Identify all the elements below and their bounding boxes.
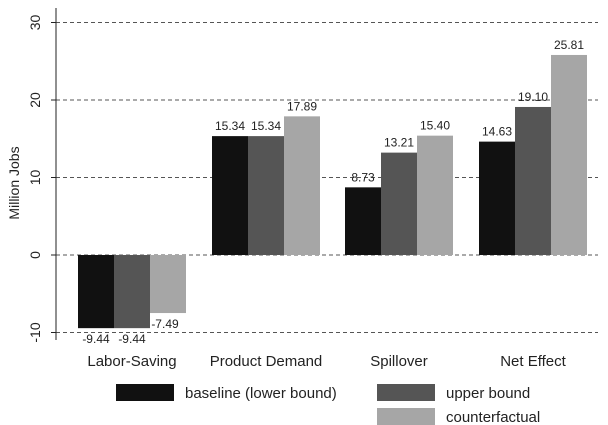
bar bbox=[212, 136, 248, 255]
data-label: 15.40 bbox=[420, 119, 450, 133]
bar bbox=[78, 255, 114, 329]
y-tick-label: 0 bbox=[27, 251, 43, 259]
category-label: Product Demand bbox=[210, 353, 323, 370]
category-label: Labor-Saving bbox=[87, 353, 176, 370]
data-labels: -9.44 -9.44 -7.49 15.34 15.34 17.89 8.73 13.21 1… bbox=[82, 38, 584, 346]
data-label: 17.89 bbox=[287, 99, 317, 113]
data-label: -9.44 bbox=[82, 332, 110, 346]
category-label: Net Effect bbox=[500, 353, 566, 370]
data-label: 19.10 bbox=[518, 90, 548, 104]
bar bbox=[381, 152, 417, 255]
bar bbox=[479, 141, 515, 255]
legend-label: baseline (lower bound) bbox=[185, 385, 337, 402]
data-label: -9.44 bbox=[118, 332, 146, 346]
bar bbox=[150, 255, 186, 314]
bars bbox=[78, 54, 587, 329]
data-label: 8.73 bbox=[351, 170, 375, 184]
bar bbox=[515, 106, 551, 255]
legend-label: counterfactual bbox=[446, 409, 540, 425]
category-labels: Labor-Saving Product Demand Spillover Net E… bbox=[87, 353, 566, 370]
legend-label: upper bound bbox=[446, 385, 530, 402]
bar bbox=[248, 136, 284, 255]
bar bbox=[551, 54, 587, 255]
y-tick-label: 10 bbox=[27, 170, 43, 186]
data-label: 25.81 bbox=[554, 38, 584, 52]
data-label: 13.21 bbox=[384, 136, 414, 150]
legend-swatch bbox=[116, 384, 174, 401]
data-label: 14.63 bbox=[482, 125, 512, 139]
y-tick-label: 30 bbox=[27, 15, 43, 31]
legend: baseline (lower bound) upper bound counter… bbox=[116, 384, 540, 425]
category-label: Spillover bbox=[370, 353, 428, 370]
legend-swatch bbox=[377, 408, 435, 425]
bar bbox=[284, 116, 320, 255]
bar bbox=[114, 255, 150, 329]
bar bbox=[417, 135, 453, 255]
data-label: 15.34 bbox=[215, 119, 245, 133]
data-label: -7.49 bbox=[151, 317, 179, 331]
y-axis: -10 0 10 20 30 bbox=[27, 8, 57, 343]
bar bbox=[345, 187, 381, 255]
data-label: 15.34 bbox=[251, 119, 281, 133]
y-axis-title: Million Jobs bbox=[6, 146, 22, 219]
y-tick-label: 20 bbox=[27, 92, 43, 108]
y-tick-label: -10 bbox=[27, 322, 43, 342]
legend-swatch bbox=[377, 384, 435, 401]
